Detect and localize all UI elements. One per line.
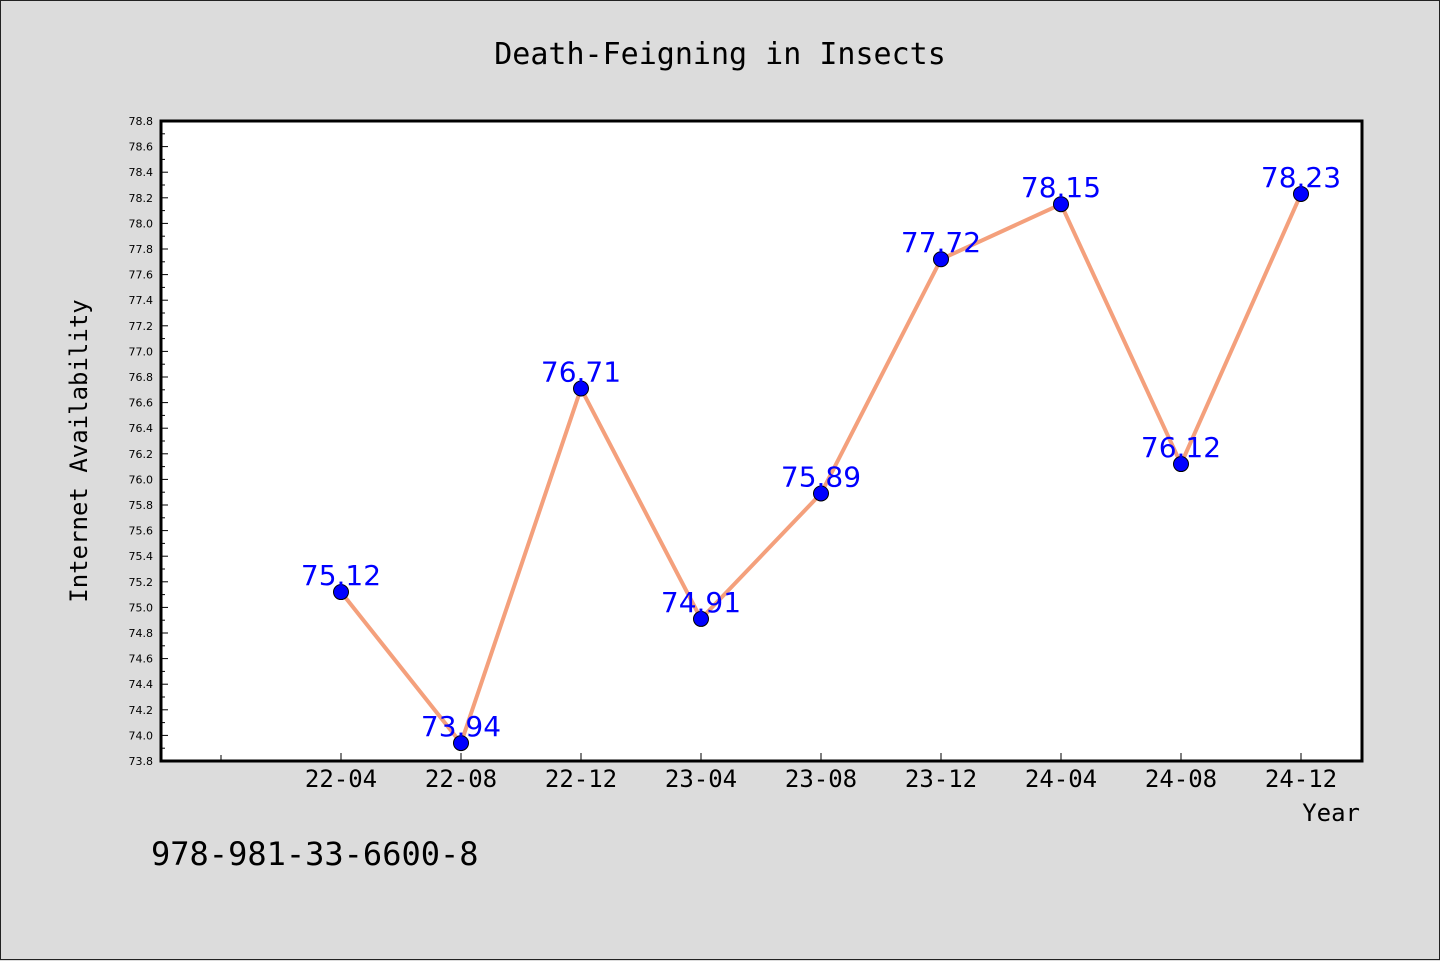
data-label: 77.72 bbox=[901, 226, 981, 259]
data-point bbox=[333, 584, 349, 601]
y-tick-label: 74.4 bbox=[129, 678, 154, 691]
x-tick-label: 22-12 bbox=[545, 765, 617, 793]
data-point bbox=[573, 380, 589, 397]
y-tick-label: 74.2 bbox=[129, 704, 154, 717]
series-layer: 75.12 73.94 76.71 74.91 75.89 77.72 78.15 76.12… bbox=[301, 161, 1341, 752]
data-point bbox=[1053, 196, 1069, 213]
y-tick-label: 77.2 bbox=[129, 320, 154, 333]
isbn-annotation: 978-981-33-6600-8 bbox=[151, 835, 479, 873]
data-label: 78.15 bbox=[1021, 171, 1101, 204]
y-tick-label: 76.0 bbox=[129, 473, 154, 486]
data-point bbox=[813, 485, 829, 502]
y-tick-label: 74.6 bbox=[129, 653, 154, 666]
data-point bbox=[453, 735, 469, 752]
x-tick-label: 23-04 bbox=[665, 765, 737, 793]
x-tick-label: 22-08 bbox=[425, 765, 497, 793]
data-point bbox=[933, 251, 949, 268]
y-tick-label: 75.6 bbox=[129, 525, 154, 538]
y-tick-label: 74.8 bbox=[129, 627, 154, 640]
x-tick-label: 23-08 bbox=[785, 765, 857, 793]
data-label: 74.91 bbox=[661, 586, 741, 619]
data-label: 75.89 bbox=[781, 460, 861, 493]
data-label: 76.71 bbox=[541, 356, 621, 389]
plot-area bbox=[159, 119, 1364, 763]
y-tick-label: 77.0 bbox=[129, 345, 154, 358]
y-tick-label: 78.2 bbox=[129, 192, 154, 205]
y-tick-label: 78.0 bbox=[129, 217, 154, 230]
data-label: 75.12 bbox=[301, 559, 381, 592]
data-label: 73.94 bbox=[421, 710, 501, 743]
y-tick-label: 75.2 bbox=[129, 576, 154, 589]
x-axis: 22-04 22-08 22-12 23-04 23-08 23-12 24-04 24-08… bbox=[220, 753, 1337, 793]
y-tick-label: 76.2 bbox=[129, 448, 154, 461]
data-point bbox=[1293, 185, 1309, 202]
x-tick-label: 23-12 bbox=[905, 765, 977, 793]
y-axis-label: Internet Availability bbox=[65, 299, 93, 602]
y-tick-label: 78.4 bbox=[129, 166, 154, 179]
y-axis: 73.8 74.0 74.2 74.4 74.6 74.8 75.0 75.2 75.4 75.6… bbox=[129, 115, 168, 768]
x-tick-label: 24-08 bbox=[1145, 765, 1217, 793]
data-point bbox=[1173, 456, 1189, 473]
y-tick-label: 74.0 bbox=[129, 729, 154, 742]
y-tick-label: 73.8 bbox=[129, 755, 154, 768]
x-tick-label: 22-04 bbox=[305, 765, 377, 793]
data-label: 78.23 bbox=[1261, 161, 1341, 194]
x-tick-label: 24-12 bbox=[1265, 765, 1337, 793]
y-tick-label: 77.6 bbox=[129, 269, 154, 282]
data-point bbox=[693, 610, 709, 627]
chart-title: Death-Feigning in Insects bbox=[494, 37, 946, 72]
y-tick-label: 76.4 bbox=[129, 422, 154, 435]
x-tick-label: 24-04 bbox=[1025, 765, 1097, 793]
y-tick-label: 78.6 bbox=[129, 141, 154, 154]
data-label: 76.12 bbox=[1141, 431, 1221, 464]
y-tick-label: 75.8 bbox=[129, 499, 154, 512]
y-tick-label: 75.4 bbox=[129, 550, 154, 563]
y-tick-label: 77.4 bbox=[129, 294, 154, 307]
x-axis-label: Year bbox=[1302, 799, 1360, 827]
y-tick-label: 77.8 bbox=[129, 243, 154, 256]
y-tick-label: 76.8 bbox=[129, 371, 154, 384]
y-tick-label: 75.0 bbox=[129, 601, 154, 614]
y-tick-label: 76.6 bbox=[129, 397, 154, 410]
y-tick-label: 78.8 bbox=[129, 115, 154, 128]
